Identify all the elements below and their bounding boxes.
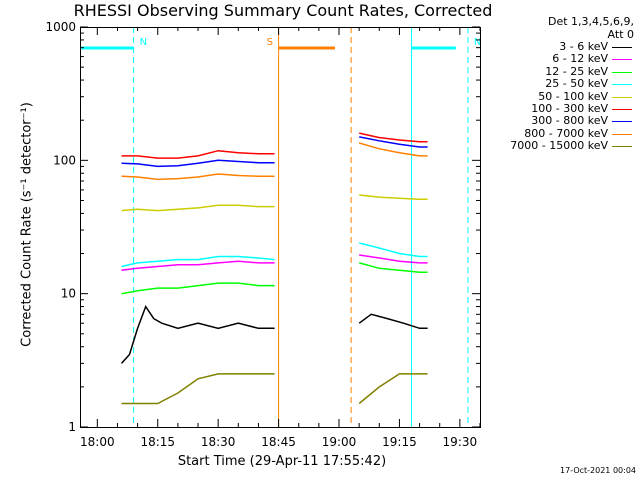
legend-label: 25 - 50 keV bbox=[545, 77, 608, 91]
series-line-5 bbox=[121, 204, 275, 212]
legend-label: 100 - 300 keV bbox=[531, 101, 608, 115]
legend-entry: 100 - 300 keV bbox=[480, 101, 636, 115]
series-line-7 bbox=[359, 136, 428, 148]
series-line-2 bbox=[121, 260, 275, 271]
legend-swatch bbox=[612, 47, 632, 48]
y-tick-label: 10 bbox=[61, 287, 76, 301]
legend-swatch bbox=[612, 146, 632, 148]
legend-swatch bbox=[612, 133, 632, 135]
x-tick-label: 19:30 bbox=[443, 435, 478, 449]
series-line-1 bbox=[358, 313, 428, 330]
series-line-3 bbox=[121, 282, 275, 295]
legend-swatch bbox=[612, 59, 632, 61]
x-tick-label: 18:30 bbox=[201, 435, 236, 449]
legend-label: 3 - 6 keV bbox=[559, 40, 608, 53]
legend-entry: 3 - 6 keV bbox=[480, 41, 636, 53]
series-line-2 bbox=[359, 254, 428, 264]
series-line-5 bbox=[359, 194, 428, 201]
plot-frame bbox=[80, 27, 481, 428]
legend-label: 300 - 800 keV bbox=[531, 114, 608, 128]
series-line-9 bbox=[358, 373, 428, 405]
series-line-4 bbox=[121, 255, 275, 268]
legend-swatch bbox=[612, 84, 632, 86]
detector-note-line-1: Det 1,3,4,5,6,9, bbox=[547, 15, 634, 28]
flag-label: N bbox=[140, 37, 147, 48]
legend-swatch bbox=[612, 121, 632, 123]
legend-entry: 800 - 7000 keV bbox=[480, 126, 636, 140]
legend-entry: 12 - 25 keV bbox=[480, 64, 636, 78]
series-line-1 bbox=[120, 304, 275, 364]
legend-label: 12 - 25 keV bbox=[545, 64, 608, 78]
legend: Det 1,3,4,5,6,9, Att 0 3 - 6 keV 6 - 12 k… bbox=[480, 15, 636, 153]
y-tick-label: 1000 bbox=[45, 20, 76, 34]
x-tick-label: 19:00 bbox=[322, 435, 357, 449]
chart-title: RHESSI Observing Summary Count Rates, Co… bbox=[73, 1, 493, 20]
y-tick-label: 100 bbox=[53, 153, 76, 167]
legend-label: 6 - 12 keV bbox=[552, 52, 608, 66]
series-line-7 bbox=[121, 159, 275, 168]
flag-label: S bbox=[267, 37, 273, 48]
series-line-9 bbox=[121, 373, 275, 405]
legend-swatch bbox=[612, 71, 632, 73]
generated-timestamp: 17-Oct-2021 00:04 bbox=[560, 466, 636, 475]
flag-label: N bbox=[474, 37, 481, 48]
legend-label: 800 - 7000 keV bbox=[524, 126, 608, 140]
y-tick-label: 1 bbox=[68, 420, 76, 434]
legend-entry: 7000 - 15000 keV bbox=[480, 140, 636, 152]
series-line-3 bbox=[359, 262, 428, 273]
legend-swatch bbox=[612, 96, 632, 98]
x-tick-label: 18:45 bbox=[261, 435, 296, 449]
series-line-4 bbox=[359, 242, 428, 258]
legend-label: 50 - 100 keV bbox=[538, 89, 608, 103]
series-line-8 bbox=[358, 142, 428, 157]
series-line-6 bbox=[359, 132, 428, 143]
x-tick-label: 18:00 bbox=[80, 435, 115, 449]
legend-label: 7000 - 15000 keV bbox=[510, 139, 608, 153]
detector-note-line-2: Att 0 bbox=[607, 28, 634, 41]
series-line-8 bbox=[121, 173, 275, 181]
legend-entry: 50 - 100 keV bbox=[480, 89, 636, 103]
x-tick-label: 18:15 bbox=[140, 435, 175, 449]
x-axis-label: Start Time (29-Apr-11 17:55:42) bbox=[177, 454, 387, 469]
legend-entry: 6 - 12 keV bbox=[480, 53, 636, 65]
x-tick-label: 19:15 bbox=[382, 435, 417, 449]
y-axis-label: Corrected Count Rate (s⁻¹ detector⁻¹) bbox=[19, 102, 35, 347]
legend-swatch bbox=[612, 108, 632, 110]
series-line-6 bbox=[121, 149, 275, 159]
legend-entry: 25 - 50 keV bbox=[480, 78, 636, 90]
legend-entry: 300 - 800 keV bbox=[480, 115, 636, 127]
